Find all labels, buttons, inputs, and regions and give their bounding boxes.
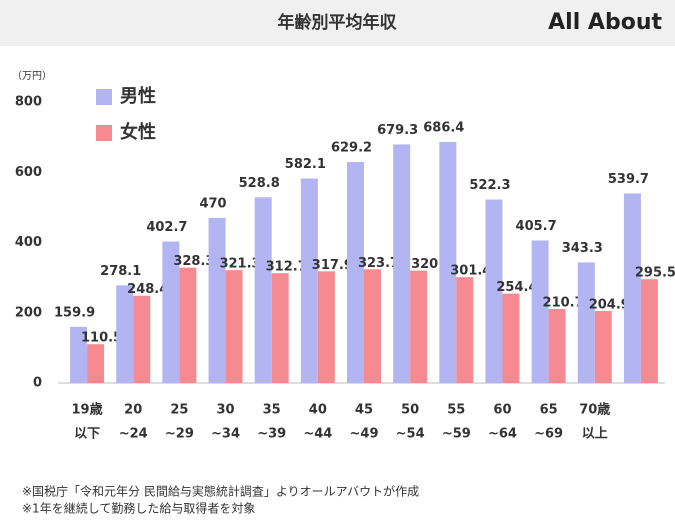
data-label: 204.9: [589, 298, 630, 313]
data-label: 629.2: [331, 140, 372, 155]
x-tick-label: 19歳: [72, 402, 103, 418]
bar: [208, 217, 226, 383]
bar: [548, 308, 566, 383]
data-label: 679.3: [377, 123, 418, 138]
x-tick-label: ~59: [442, 427, 471, 442]
x-tick-label: 40: [309, 403, 327, 418]
data-label: 210.7: [543, 295, 584, 310]
header-band: [0, 0, 675, 46]
x-tick-label: 以下: [74, 427, 100, 442]
bar: [225, 270, 243, 383]
y-tick-label: 600: [15, 165, 42, 180]
bar: [594, 311, 612, 383]
data-label: 402.7: [146, 220, 187, 235]
x-tick-label: ~44: [303, 427, 332, 442]
x-tick-label: 25: [170, 403, 188, 418]
x-tick-label: 60: [493, 403, 511, 418]
y-tick-label: 400: [15, 235, 42, 250]
data-label: 254.4: [496, 280, 537, 295]
data-label: 582.1: [285, 157, 326, 172]
x-tick-label: ~64: [488, 427, 517, 442]
data-label: 301.4: [450, 264, 491, 279]
bar: [485, 199, 503, 383]
bar: [347, 161, 364, 383]
data-label: 323.7: [358, 256, 399, 271]
bar: [179, 267, 197, 383]
data-label: 405.7: [516, 219, 557, 234]
x-tick-label: 35: [263, 403, 281, 418]
logo: All About: [548, 10, 662, 35]
bar: [317, 271, 335, 383]
bar: [393, 144, 411, 383]
x-tick-label: ~24: [119, 427, 148, 442]
legend-label: 男性: [120, 85, 156, 107]
bar: [271, 273, 289, 383]
bar: [456, 277, 474, 383]
legend-swatch: [96, 125, 112, 141]
data-label: 320: [411, 257, 438, 272]
data-label: 312.7: [266, 260, 307, 275]
x-tick-label: 65: [540, 403, 558, 418]
x-tick-label: 30: [216, 403, 234, 418]
x-tick-label: ~34: [211, 427, 240, 442]
data-label: 539.7: [608, 172, 649, 187]
x-tick-label: ~69: [534, 427, 563, 442]
bar: [116, 285, 134, 383]
chart-title: 年齢別平均年収: [278, 12, 398, 33]
data-label: 248.4: [127, 282, 168, 297]
bar: [133, 295, 151, 383]
x-tick-label: 55: [447, 403, 465, 418]
x-tick-label: ~49: [350, 427, 379, 442]
y-tick-label: 800: [15, 95, 42, 110]
x-tick-label: 以上: [582, 427, 608, 442]
bar: [531, 240, 549, 383]
data-label: 470: [199, 196, 226, 211]
x-tick-label: ~54: [396, 427, 425, 442]
data-label: 522.3: [469, 178, 510, 193]
note: ※国税庁「令和元年分 民間給与実態統計調査」よりオールアバウトが作成: [22, 484, 419, 499]
data-label: 317.9: [312, 258, 353, 273]
bar: [364, 269, 381, 383]
bar: [254, 197, 272, 383]
legend-label: 女性: [120, 121, 156, 143]
bar: [577, 262, 595, 383]
bar: [162, 241, 180, 383]
data-label: 528.8: [239, 176, 280, 191]
unit-label: （万円）: [12, 70, 52, 82]
legend-swatch: [96, 89, 112, 105]
note: ※1年を継続して勤務した給与取得者を対象: [22, 501, 255, 516]
data-label: 278.1: [100, 264, 141, 279]
bar: [439, 141, 457, 383]
x-tick-label: 70歳: [579, 402, 610, 418]
x-tick-label: ~29: [165, 427, 194, 442]
data-label: 110.5: [81, 331, 122, 346]
bar: [502, 293, 520, 383]
x-tick-label: 50: [401, 403, 419, 418]
y-tick-label: 200: [15, 305, 42, 320]
bar: [87, 344, 105, 383]
bar: [300, 178, 318, 383]
bar: [623, 193, 641, 383]
data-label: 343.3: [562, 241, 603, 256]
data-label: 328.3: [173, 254, 214, 269]
x-tick-label: 20: [124, 403, 142, 418]
bar: [410, 270, 428, 383]
x-tick-label: 45: [355, 403, 373, 418]
data-label: 321.3: [219, 257, 260, 272]
x-tick-label: ~39: [257, 427, 286, 442]
bar: [70, 326, 88, 383]
bar: [640, 279, 658, 383]
data-label: 295.5: [635, 266, 675, 281]
data-label: 159.9: [54, 305, 95, 320]
y-tick-label: 0: [33, 376, 42, 391]
data-label: 686.4: [423, 120, 464, 135]
